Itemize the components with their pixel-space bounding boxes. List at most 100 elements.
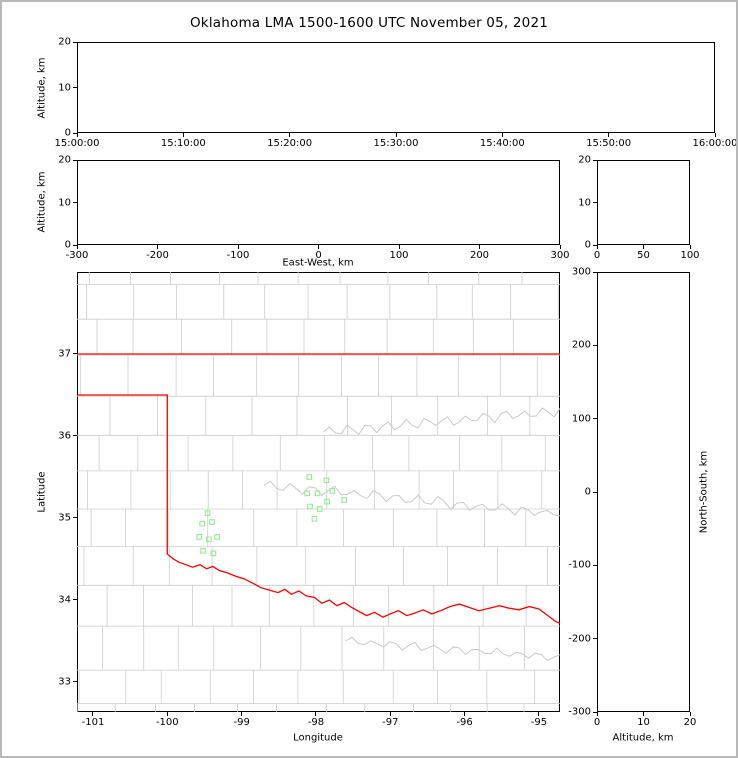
y-tick-label: 20 [58, 36, 71, 48]
y-tick-label: 0 [64, 239, 71, 251]
y-tick-mark [73, 41, 77, 43]
x-tick-label: 50 [637, 250, 650, 261]
ns-panel-ylabel: North-South, km [698, 450, 710, 534]
y-tick-label: 20 [578, 154, 591, 166]
lma-source-marker [210, 550, 217, 557]
x-tick-label: -101 [81, 717, 105, 728]
x-tick-label: 10 [637, 717, 650, 728]
x-tick-mark [689, 245, 691, 249]
lma-source-marker [311, 515, 318, 522]
y-tick-mark [593, 638, 597, 640]
x-tick-mark [596, 245, 598, 249]
y-tick-mark [593, 159, 597, 161]
x-tick-mark [241, 712, 243, 716]
x-tick-label: -96 [456, 717, 473, 728]
y-tick-mark [73, 353, 77, 355]
x-tick-label: 100 [680, 250, 700, 261]
lma-source-marker [329, 488, 336, 494]
y-tick-mark [593, 491, 597, 493]
y-tick-label: -200 [568, 633, 591, 645]
ew-panel-xlabel: East-West, km [282, 257, 354, 269]
x-tick-mark [643, 245, 644, 249]
y-tick-label: 36 [58, 430, 71, 442]
x-tick-label: -100 [226, 250, 250, 261]
x-tick-label: 15:40:00 [479, 138, 525, 149]
lma-source-marker [314, 490, 321, 497]
x-tick-mark [237, 245, 239, 249]
x-tick-label: 15:00:00 [54, 138, 100, 149]
x-tick-mark [76, 245, 78, 249]
map-xlabel: Longitude [293, 732, 343, 744]
ns-panel-xlabel: Altitude, km [612, 732, 674, 744]
x-tick-mark [318, 245, 319, 249]
x-tick-mark [538, 712, 540, 716]
x-tick-label: -95 [530, 717, 548, 728]
time-altitude-panel [77, 42, 715, 133]
lma-source-marker [341, 497, 348, 503]
ns-altitude-panel [597, 272, 690, 712]
y-tick-mark [73, 517, 77, 519]
lma-source-marker [307, 503, 313, 510]
ew-altitude-panel [77, 160, 560, 245]
x-tick-mark [714, 133, 716, 137]
x-tick-mark [608, 133, 610, 137]
x-tick-label: 300 [550, 250, 570, 261]
x-tick-mark [389, 712, 391, 716]
x-tick-mark [157, 245, 158, 249]
x-tick-label: 15:10:00 [160, 138, 206, 149]
y-tick-label: 0 [584, 486, 591, 498]
lma-source-marker [306, 474, 313, 480]
y-tick-label: -300 [568, 706, 591, 718]
x-tick-label: 200 [469, 250, 490, 261]
lma-source-marker [209, 519, 215, 525]
y-tick-mark [73, 202, 77, 203]
x-tick-label: 0 [593, 717, 601, 728]
y-tick-mark [593, 711, 597, 713]
y-tick-label: 10 [58, 82, 71, 93]
x-tick-mark [464, 712, 466, 716]
x-tick-mark [501, 133, 503, 137]
y-tick-mark [73, 435, 77, 437]
x-tick-label: 15:20:00 [267, 138, 313, 149]
y-tick-label: 33 [58, 676, 71, 688]
x-tick-label: -100 [155, 717, 179, 728]
x-tick-label: 20 [683, 717, 697, 728]
y-tick-mark [593, 202, 597, 203]
y-tick-label: 10 [578, 197, 591, 208]
x-tick-label: -97 [382, 717, 399, 728]
y-tick-mark [73, 599, 77, 601]
x-tick-mark [689, 712, 691, 716]
histogram-panel [597, 160, 690, 245]
x-tick-label: -300 [65, 250, 89, 261]
x-tick-mark [182, 133, 184, 137]
lma-source-marker [316, 506, 323, 512]
x-tick-label: 16:00:00 [692, 138, 738, 149]
y-tick-label: 100 [571, 413, 591, 425]
lma-source-marker [304, 490, 310, 497]
lma-source-marker [196, 534, 203, 540]
x-tick-label: 0 [315, 250, 322, 261]
river-line [345, 636, 560, 662]
lma-source-marker [206, 536, 212, 543]
y-tick-mark [593, 271, 597, 273]
x-tick-label: -99 [233, 717, 250, 728]
x-tick-mark [395, 133, 397, 137]
y-tick-label: 20 [58, 154, 71, 166]
y-tick-mark [73, 159, 77, 161]
state-border-red-river [77, 394, 560, 624]
lma-source-marker [214, 534, 220, 540]
x-tick-mark [559, 245, 561, 249]
y-tick-label: 300 [571, 266, 591, 278]
y-tick-label: 10 [58, 197, 71, 208]
x-tick-label: 100 [389, 250, 409, 261]
y-tick-mark [73, 681, 77, 683]
y-tick-label: -100 [568, 559, 591, 571]
x-tick-mark [315, 712, 317, 716]
y-tick-label: 37 [58, 348, 71, 360]
x-tick-mark [76, 133, 78, 137]
x-tick-mark [166, 712, 168, 716]
x-tick-mark [596, 712, 598, 716]
y-tick-label: 200 [571, 339, 591, 351]
map-ylabel: Latitude [36, 471, 48, 513]
